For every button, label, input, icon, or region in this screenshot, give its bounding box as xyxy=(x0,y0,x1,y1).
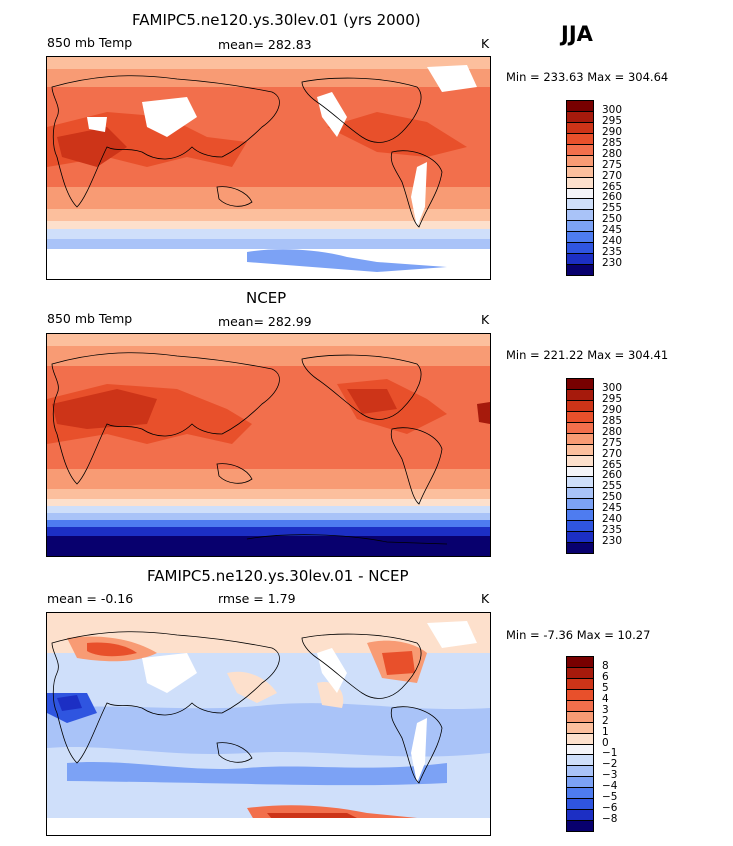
colorbar-tick-label: 230 xyxy=(602,535,623,548)
panel-1-title: FAMIPC5.ne120.ys.30lev.01 (yrs 2000) xyxy=(132,11,421,29)
panel-2-colorbar: 300 295 290 285 280 275 270 265 260 255 250 245 240 2… xyxy=(566,378,636,554)
colorbar-tick-label: 275 xyxy=(602,158,623,171)
antarctic-coast xyxy=(247,249,447,272)
colorbar-tick-label: −6 xyxy=(602,802,618,815)
colorbar-tick-label: 275 xyxy=(602,436,623,449)
colorbar-tick-label: 8 xyxy=(602,659,609,672)
colorbar-tick-label: 230 xyxy=(602,257,623,270)
tibet-mask xyxy=(142,97,197,137)
colorbar-tick-label: 5 xyxy=(602,681,609,694)
panel-1-map-svg xyxy=(47,57,490,279)
colorbar-tick-label: −2 xyxy=(602,758,618,771)
colorbar-swatch xyxy=(566,264,594,276)
colorbar-swatch xyxy=(566,820,594,832)
panel-3-rmse-label: rmse = 1.79 xyxy=(218,591,296,606)
coastlines xyxy=(51,631,443,784)
colorbar-tick-label: 235 xyxy=(602,246,623,259)
andes-mask xyxy=(411,162,427,227)
colorbar-tick-label: 245 xyxy=(602,502,623,515)
panel-3-map-svg xyxy=(47,613,490,835)
colorbar-tick-label: 285 xyxy=(602,414,623,427)
colorbar-tick-label: 295 xyxy=(602,392,623,405)
coastlines xyxy=(51,352,448,545)
panel-1-unit-label: K xyxy=(481,36,490,51)
panel-1-minmax: Min = 233.63 Max = 304.64 xyxy=(506,70,669,84)
colorbar-tick-label: 260 xyxy=(602,469,623,482)
panel-3-unit-label: K xyxy=(481,591,490,606)
panel-1-map xyxy=(46,56,491,280)
colorbar-tick-label: −5 xyxy=(602,791,618,804)
panel-3-map xyxy=(46,612,491,836)
colorbar-swatch xyxy=(566,542,594,554)
colorbar-tick-label: −4 xyxy=(602,780,618,793)
colorbar-tick-label: 1 xyxy=(602,725,609,738)
colorbar-tick-label: 290 xyxy=(602,125,623,138)
colorbar-tick-label: 4 xyxy=(602,692,609,705)
rockies-mask xyxy=(317,92,347,137)
colorbar-tick-label: 245 xyxy=(602,224,623,237)
colorbar-tick-label: 290 xyxy=(602,403,623,416)
colorbar-tick-label: 255 xyxy=(602,480,623,493)
colorbar-tick-label: 280 xyxy=(602,425,623,438)
panel-3-mean-label: mean = -0.16 xyxy=(47,591,134,606)
panel-3-minmax: Min = -7.36 Max = 10.27 xyxy=(506,628,651,642)
panel-2-variable-label: 850 mb Temp xyxy=(47,311,133,326)
colorbar-tick-label: 240 xyxy=(602,513,623,526)
panel-1-colorbar: 300 295 290 285 280 275 270 265 260 255 250 245 240 2… xyxy=(566,100,636,276)
season-label: JJA xyxy=(561,22,593,46)
colorbar-tick-label: 295 xyxy=(602,114,623,127)
colorbar-tick-label: 285 xyxy=(602,136,623,149)
greenland-mask xyxy=(427,65,477,92)
panel-3-title: FAMIPC5.ne120.ys.30lev.01 - NCEP xyxy=(147,567,409,585)
panel-2-map xyxy=(46,333,491,557)
colorbar-tick-label: 6 xyxy=(602,670,609,683)
colorbar-tick-label: 300 xyxy=(602,381,623,394)
panel-1-variable-label: 850 mb Temp xyxy=(47,35,133,50)
panel-2-mean-label: mean= 282.99 xyxy=(218,314,312,329)
colorbar-tick-label: 265 xyxy=(602,458,623,471)
coastlines xyxy=(51,75,443,228)
colorbar-tick-label: −3 xyxy=(602,769,618,782)
colorbar-tick-label: 270 xyxy=(602,169,623,182)
colorbar-tick-label: −8 xyxy=(602,813,618,826)
panel-1-mean-label: mean= 282.83 xyxy=(218,37,312,52)
panel-2-map-svg xyxy=(47,334,490,556)
colorbar-tick-label: −1 xyxy=(602,747,618,760)
colorbar-tick-label: 240 xyxy=(602,235,623,248)
colorbar-tick-label: 255 xyxy=(602,202,623,215)
colorbar-tick-label: 250 xyxy=(602,491,623,504)
colorbar-tick-label: 3 xyxy=(602,703,609,716)
colorbar-tick-label: 250 xyxy=(602,213,623,226)
colorbar-tick-label: 280 xyxy=(602,147,623,160)
colorbar-tick-label: 235 xyxy=(602,524,623,537)
colorbar-tick-label: 265 xyxy=(602,180,623,193)
colorbar-tick-label: 270 xyxy=(602,447,623,460)
panel-2-title: NCEP xyxy=(246,289,287,307)
panel-2-minmax: Min = 221.22 Max = 304.41 xyxy=(506,348,669,362)
colorbar-tick-label: 260 xyxy=(602,191,623,204)
panel-3-colorbar: 8 6 5 4 3 2 1 0 −1 −2 −3 −4 −5 −6 −8 xyxy=(566,656,636,832)
panel-2-unit-label: K xyxy=(481,312,490,327)
colorbar-tick-label: 300 xyxy=(602,103,623,116)
colorbar-tick-label: 0 xyxy=(602,736,609,749)
colorbar-tick-label: 2 xyxy=(602,714,609,727)
